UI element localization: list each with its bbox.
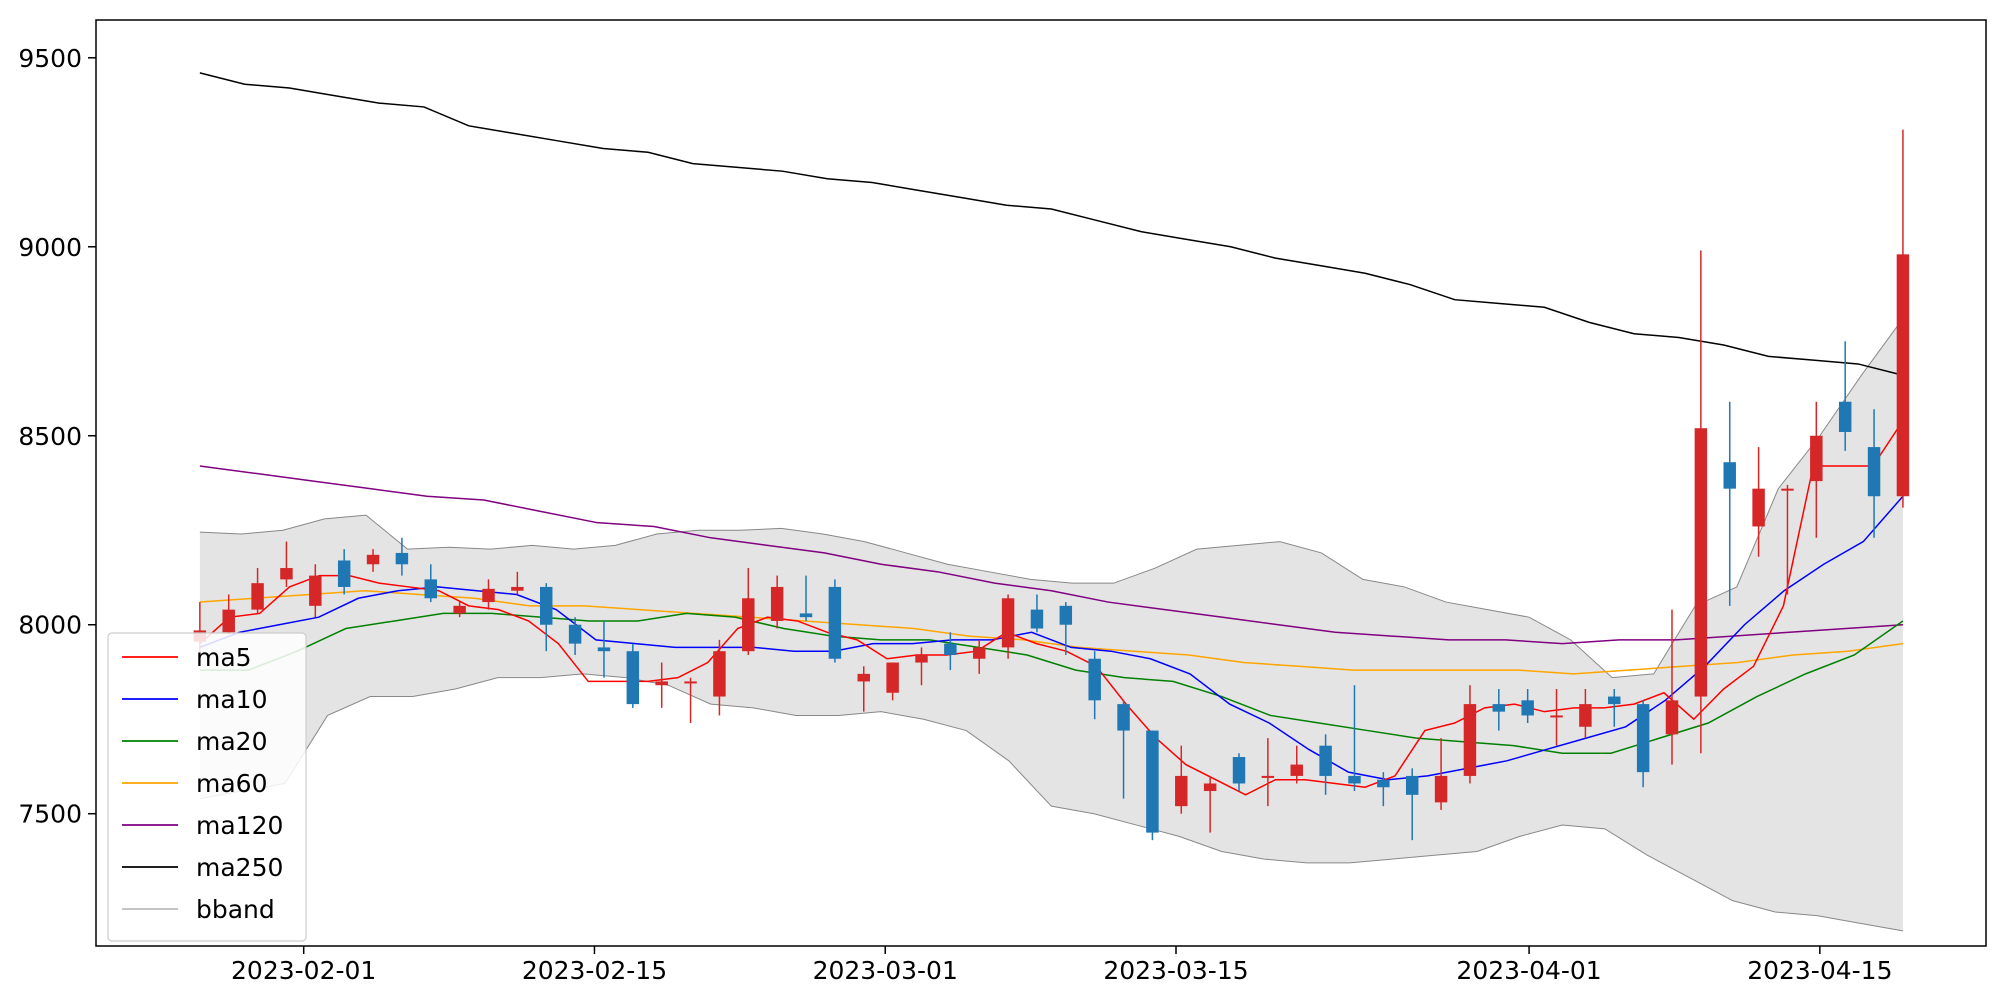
candle-body [857,673,870,682]
x-axis: 2023-02-01 2023-02-15 2023-03-01 2023-03-15… [231,946,1892,985]
candle-body [395,552,409,565]
candle-body [886,662,899,693]
plot-frame [95,19,1987,947]
x-tick-label: 2023-03-01 [813,956,958,985]
candle-body [713,651,726,697]
candle-body [1550,715,1563,718]
candle-body [742,598,755,652]
legend-label-ma10: ma10 [196,685,267,714]
ma20-line [199,612,1904,754]
candle-body [1434,775,1448,803]
candle-body [1867,447,1881,497]
candle-body [568,624,582,644]
x-tick-label: 2023-02-01 [231,956,376,985]
candle-body [1665,700,1679,735]
ma250-line [199,72,1904,377]
candle-body [482,588,495,603]
candle-body [1694,428,1708,697]
bband-lower-line [199,673,1904,932]
candle-body [1636,704,1650,773]
candle-body [424,579,438,599]
candle-body [944,643,957,655]
legend-label-ma5: ma5 [196,643,252,672]
candle-body [309,575,322,606]
x-tick-label: 2023-03-15 [1103,956,1248,985]
candle-body [828,586,842,659]
y-tick-label: 9500 [18,44,82,73]
candle-body [1117,704,1130,731]
candle-body [770,586,784,621]
legend-box [107,632,307,942]
candle-body [1319,745,1332,776]
x-tick-label: 2023-02-15 [522,956,667,985]
candle-body [337,560,351,587]
candle-body [1810,435,1823,482]
candle-body [1521,700,1534,716]
candle-body [1463,704,1477,776]
candle-body [1752,488,1765,527]
y-tick-label: 7500 [18,800,82,829]
y-tick-label: 8000 [18,611,82,640]
candle-body [1203,783,1217,792]
candle-body [1232,757,1246,784]
candle-body [1088,658,1101,701]
ma5-line [199,420,1904,796]
candle-body [251,583,264,610]
candle-body [1723,462,1736,489]
x-tick-label: 2023-04-15 [1747,956,1892,985]
candle-body [366,554,380,565]
candle-body [222,609,235,633]
candle-body [1059,605,1073,625]
candle-body [1261,775,1275,778]
candle-body [655,681,668,686]
candle-body [799,613,813,618]
legend-label-ma250: ma250 [196,853,283,882]
candle-layer [193,129,1910,841]
candle-body [1781,488,1794,491]
legend-label-ma60: ma60 [196,769,267,798]
candle-body [540,586,553,625]
candle-body [684,681,697,684]
y-tick-label: 8500 [18,422,82,451]
candle-body [1896,254,1910,497]
legend-label-ma20: ma20 [196,727,267,756]
candle-body [1348,775,1361,784]
bband-fill [199,318,1903,931]
candle-body [453,605,466,614]
candle-body [1492,704,1506,712]
candle-body [1579,704,1592,727]
y-tick-label: 9000 [18,233,82,262]
candle-body [280,568,293,580]
candle-body [511,586,524,591]
candle-body [915,654,928,663]
candle-body [1377,779,1390,788]
legend-label-bband: bband [196,895,275,924]
candle-body [1146,730,1159,833]
candle-body [1608,696,1621,705]
ma120-line [199,465,1903,645]
legend: ma5 ma10 ma20 ma60 ma120 ma250 bband [107,632,307,942]
legend-label-ma120: ma120 [196,811,283,840]
candle-body [972,647,986,659]
candle-body [1030,609,1044,629]
candle-body [1175,775,1188,807]
bollinger-band-layer [199,318,1904,932]
candle-body [626,651,640,705]
candle-body [597,647,611,652]
x-tick-label: 2023-04-01 [1456,956,1601,985]
candle-body [1405,775,1419,795]
candle-body [1001,598,1015,648]
bband-upper-line [199,318,1904,679]
candle-body [1838,401,1852,432]
y-axis: 7500 8000 8500 9000 9500 [18,44,96,829]
candle-body [1290,764,1303,776]
